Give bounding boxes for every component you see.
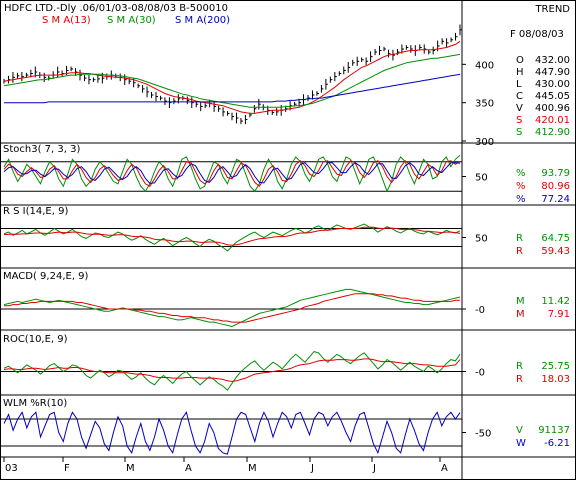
panel-value: 64.75 [541,233,570,244]
panel-value-key: % [516,168,526,179]
y-tick-label: 400 [475,60,494,71]
panel-stoch: Stoch3( 7, 3, 3) 50% 93.79% 80.96% 77.24 [0,144,570,205]
series-line-stoch-2 [3,162,461,184]
panel-value-key: % [516,181,526,192]
panel-value-key: % [516,194,526,205]
x-tick-label: M [248,463,257,474]
readout-values: O 432.00 H 447.90 L 430.00 C 445.05 V 400.96 S 420.… [516,55,570,138]
legend-sma200: S M A(200) [175,15,230,26]
panel-wlm: WLM %R(10) -50 V 91137 W -6.21 [0,398,570,455]
series-line-rsi-1 [3,226,461,246]
legend-sma30: S M A(30) [107,15,156,26]
y-tick-label: 350 [475,99,494,110]
y-tick-label: -0 [475,305,485,316]
readout-value: 412.90 [535,127,570,138]
panel-title-stoch: Stoch3( 7, 3, 3) [3,144,80,155]
x-tick-label: 03 [5,463,18,474]
panel-value-key: M [516,309,525,320]
panel-value: 59.43 [541,246,570,257]
readout-key: S [516,127,522,138]
x-tick-label: A [185,463,192,474]
series-line-macd-0 [3,288,461,328]
series-line-price-1 [3,40,461,114]
y-tick-label: -0 [475,368,485,379]
readout-value: 430.00 [535,79,570,90]
panel-value-key: W [516,438,526,449]
series-line-stoch-0 [3,155,461,193]
x-tick-label: J [310,463,314,474]
readout-key: L [516,79,522,90]
series-line-price-2 [3,53,461,108]
panel-value: -6.21 [544,438,570,449]
panel-title-roc: ROC(10,E, 9) [3,334,68,345]
series-line-macd-1 [4,293,460,323]
x-tick-label: M [126,463,135,474]
panel-value-key: R [516,374,523,385]
readout-key: H [516,67,524,78]
panel-value: 25.75 [541,361,570,372]
panel-title-macd: MACD( 9,24,E, 9) [3,271,89,282]
panel-value-key: R [516,246,523,257]
panel-value-key: M [516,296,525,307]
readout-value: 432.00 [535,55,570,66]
panel-roc: ROC(10,E, 9) -0 R 25.75 R 18.03 [0,334,570,391]
panel-value: 91137 [538,425,570,436]
readout-value: 420.01 [535,115,570,126]
x-tick-label: A [441,463,448,474]
panel-value: 80.96 [541,181,570,192]
chart-title: HDFC LTD.-Dly .06/01/03-08/08/03 B-50001… [4,3,228,14]
y-tick-label: -50 [475,429,491,440]
series-line-roc-1 [3,358,461,382]
panel-value-key: R [516,233,523,244]
series-line-roc-0 [3,351,461,391]
panel-value: 7.91 [548,309,570,320]
x-tick-label: F [64,463,70,474]
panel-value-key: V [516,425,523,436]
panel-value: 93.79 [541,168,570,179]
panels: 400 350 300 Stoch3( 7, 3, 3) 50% 93.79% 80.96%… [0,24,570,455]
panel-rsi: R S I(14,E, 9) 50 R 64.75 R 59.43 [0,206,570,257]
x-tick-label: J [372,463,376,474]
readout-value: 400.96 [535,103,570,114]
readout-key: S [516,115,522,126]
series-line-wlm-0 [3,411,461,455]
readout-value: 447.90 [535,67,570,78]
readout-key: C [516,91,523,102]
panel-value: 77.24 [541,194,570,205]
y-tick-label: 50 [475,234,488,245]
panel-title-wlm: WLM %R(10) [3,398,67,409]
panel-price: 400 350 300 [3,24,494,148]
trend-label: TREND [534,4,570,15]
readout-value: 445.05 [535,91,570,102]
readout-key: V [516,103,523,114]
series-line-price-3 [4,73,461,104]
y-tick-label: 300 [475,137,494,148]
readout-key: O [516,55,524,66]
panel-value-key: R [516,361,523,372]
x-axis-labels: 03 F M A M J J A [3,457,448,474]
panel-title-rsi: R S I(14,E, 9) [3,206,68,217]
panel-separators [0,142,576,458]
panel-value: 18.03 [541,374,570,385]
y-tick-label: 50 [475,173,488,184]
panel-value: 11.42 [541,296,570,307]
panel-macd: MACD( 9,24,E, 9) -0 M 11.42 M 7.91 [0,271,570,328]
series-line-stoch-1 [3,160,461,188]
readout-date: F 08/08/03 [510,29,564,40]
legend-sma13: S M A(13) [42,15,91,26]
